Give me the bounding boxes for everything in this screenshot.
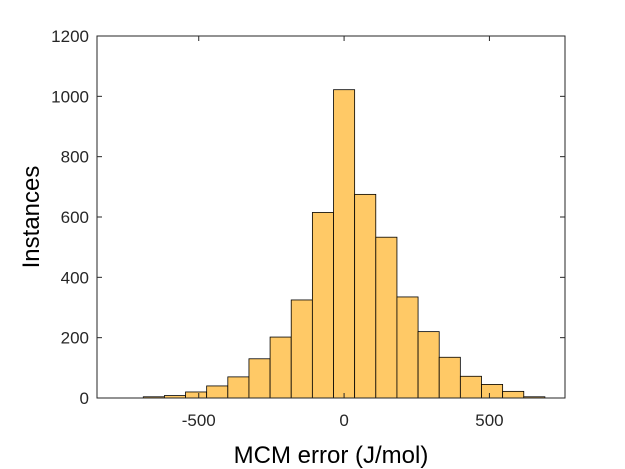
histogram-bar-16 [481, 384, 504, 399]
histogram-bar-10 [354, 193, 377, 399]
histogram-bar-11 [375, 236, 398, 399]
histogram-bar-7 [290, 299, 313, 399]
y-tick-label: 800 [61, 148, 89, 167]
histogram-bar-12 [396, 296, 419, 399]
histogram-bar-15 [459, 375, 482, 399]
histogram-bar-13 [417, 331, 440, 399]
histogram-bar-4 [227, 376, 250, 399]
histogram-bar-17 [502, 390, 525, 399]
x-tick-label: 0 [339, 411, 348, 430]
x-tick-label: -500 [182, 411, 216, 430]
x-tick-label: 500 [475, 411, 503, 430]
histogram-bar-8 [311, 212, 334, 399]
y-tick-label: 0 [80, 389, 89, 408]
y-tick-label: 1200 [51, 27, 89, 46]
histogram-bar-5 [248, 358, 271, 399]
x-axis-label: MCM error (J/mol) [234, 442, 429, 469]
histogram-bar-6 [269, 336, 292, 399]
y-axis-label: Instances [18, 166, 45, 269]
histogram-bar-14 [438, 356, 461, 399]
histogram-bar-3 [206, 385, 229, 399]
y-tick-label: 600 [61, 208, 89, 227]
histogram-bar-9 [333, 89, 356, 399]
y-tick-label: 1000 [51, 87, 89, 106]
histogram-bar-2 [185, 391, 208, 399]
y-tick-label: 400 [61, 268, 89, 287]
ticks-group: 0 200 400 600 800 1000 1200 -500 0 500 [51, 27, 565, 430]
y-tick-label: 200 [61, 329, 89, 348]
